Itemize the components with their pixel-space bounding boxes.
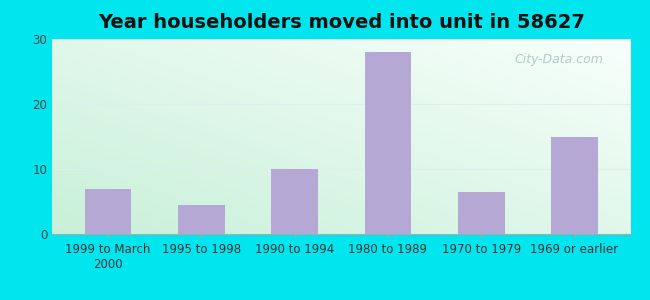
Bar xyxy=(84,188,131,234)
Bar xyxy=(551,136,598,234)
Bar xyxy=(458,192,504,234)
Title: Year householders moved into unit in 58627: Year householders moved into unit in 586… xyxy=(98,13,585,32)
Text: City-Data.com: City-Data.com xyxy=(515,52,604,66)
Bar xyxy=(365,52,411,234)
Bar xyxy=(178,205,225,234)
Bar xyxy=(271,169,318,234)
